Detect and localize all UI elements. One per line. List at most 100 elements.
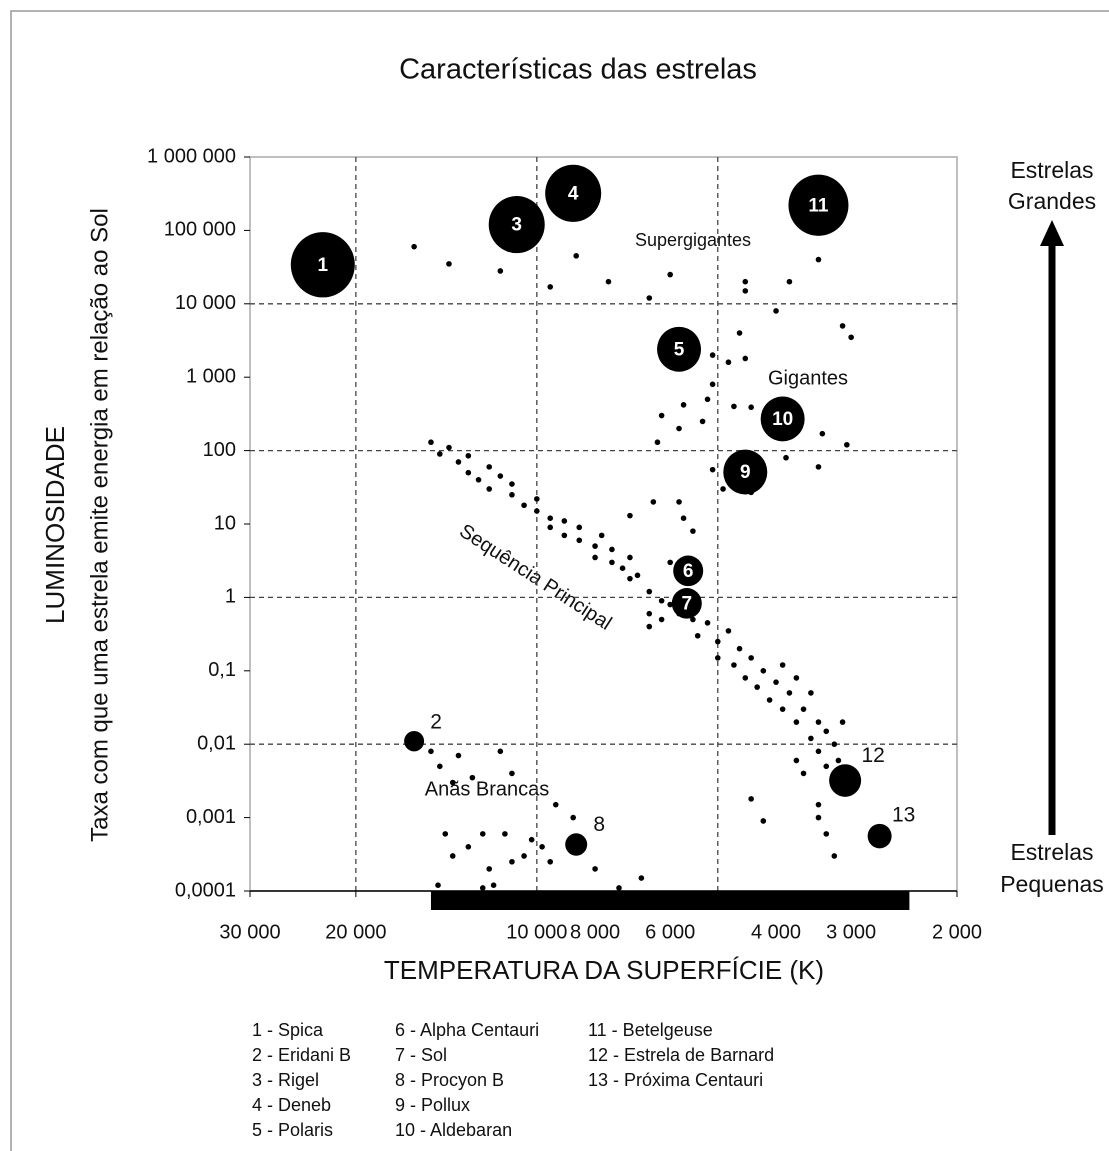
star-dot: [699, 418, 706, 425]
star-dot: [428, 748, 434, 755]
star-dot: [561, 532, 568, 539]
star-dot: [773, 679, 779, 685]
named-star: [867, 823, 892, 849]
star-dot: [609, 546, 615, 553]
y-tick-label: 0,0001: [175, 879, 236, 901]
star-dot: [497, 268, 504, 274]
legend-entry: 4 - Deneb: [252, 1095, 331, 1115]
annotation: Supergigantes: [635, 230, 751, 250]
star-dot: [839, 719, 846, 725]
legend-entry: 5 - Polaris: [252, 1120, 333, 1140]
named-star: [760, 396, 805, 442]
y-tick-label: 100 000: [164, 219, 236, 241]
star-dot: [479, 831, 486, 837]
star-dot: [509, 858, 515, 865]
star-dot: [800, 770, 807, 777]
star-dot: [680, 402, 687, 408]
star-dot: [547, 284, 554, 290]
star-dot: [479, 885, 486, 891]
star-dot: [742, 278, 749, 285]
y-tick-label: 100: [203, 439, 236, 461]
star-dot: [592, 543, 598, 549]
star-label: 11: [808, 195, 829, 216]
y-tick-label: 10: [214, 512, 236, 534]
y-tick-label: 1: [225, 586, 236, 608]
star-dot: [465, 844, 472, 850]
star-dot: [634, 572, 641, 579]
star-dot: [766, 697, 773, 703]
star-dot: [731, 403, 737, 410]
star-dot: [547, 858, 554, 865]
legend-entry: 13 - Próxima Centauri: [588, 1070, 763, 1090]
star-dot: [779, 662, 786, 668]
star-dot: [709, 381, 716, 388]
star-dot: [598, 532, 605, 539]
star-dot: [446, 261, 452, 267]
star-dot: [570, 814, 576, 821]
x-tick-label: 3 000: [826, 921, 876, 943]
star-dot: [786, 690, 793, 696]
star-dot: [831, 853, 838, 859]
x-tick-label: 20 000: [325, 921, 386, 943]
star-label: 1: [318, 255, 329, 276]
named-star: [829, 764, 862, 797]
y-tick-label: 0,001: [186, 806, 236, 828]
frame: [10, 10, 1109, 1151]
star-dot: [592, 554, 598, 561]
star-dot: [521, 502, 527, 509]
x-tick-label: 6 000: [645, 921, 695, 943]
arrow-head: [1040, 220, 1064, 246]
star-dot: [783, 454, 789, 461]
star-dot: [748, 404, 754, 411]
star-dot: [446, 444, 452, 451]
star-dot: [646, 295, 653, 301]
star-dot: [509, 481, 515, 487]
star-dot: [800, 706, 807, 712]
star-dot: [539, 844, 545, 850]
star-dot: [760, 818, 767, 824]
chart-title: Características das estrelas: [399, 54, 757, 86]
named-star: [290, 232, 355, 298]
x-tick-label: 2 000: [932, 921, 982, 943]
star-dot: [573, 253, 579, 259]
star-label: 3: [511, 215, 522, 236]
star-dot: [609, 559, 615, 566]
star-dot: [497, 473, 504, 479]
star-dot: [638, 875, 645, 881]
star-dot: [748, 796, 754, 802]
star-dot: [475, 477, 482, 483]
star-dot: [411, 243, 417, 250]
star-dot: [528, 836, 535, 843]
star-dot: [486, 464, 493, 470]
star-dot: [676, 499, 682, 505]
star-dot: [815, 256, 822, 263]
star-dot: [786, 278, 793, 285]
star-dot: [815, 748, 822, 755]
star-dot: [627, 512, 633, 519]
star-dot: [521, 853, 527, 859]
star-dot: [455, 752, 462, 759]
star-dot: [815, 719, 822, 725]
y-tick-label: 0,01: [197, 732, 236, 754]
star-dot: [815, 464, 822, 470]
legend-entry: 9 - Pollux: [395, 1095, 470, 1115]
star-dot: [650, 499, 657, 505]
annotation: Gigantes: [768, 367, 848, 389]
y-axis-sublabel: Taxa com que uma estrela emite energia e…: [86, 208, 113, 842]
star-dot: [486, 866, 493, 872]
star-dot: [592, 866, 598, 872]
side-label: Estrelas: [1010, 839, 1093, 865]
star-dot: [690, 616, 696, 623]
star-dot: [793, 719, 800, 725]
star-dot: [839, 323, 846, 329]
legend-entry: 6 - Alpha Centauri: [395, 1020, 539, 1040]
star-dot: [486, 486, 493, 492]
star-label: 6: [683, 561, 694, 582]
star-dot: [831, 741, 838, 747]
star-dot: [742, 288, 749, 294]
named-star: [545, 164, 602, 222]
star-dot: [646, 588, 653, 595]
star-label: 8: [593, 813, 605, 836]
star-dot: [793, 675, 800, 681]
